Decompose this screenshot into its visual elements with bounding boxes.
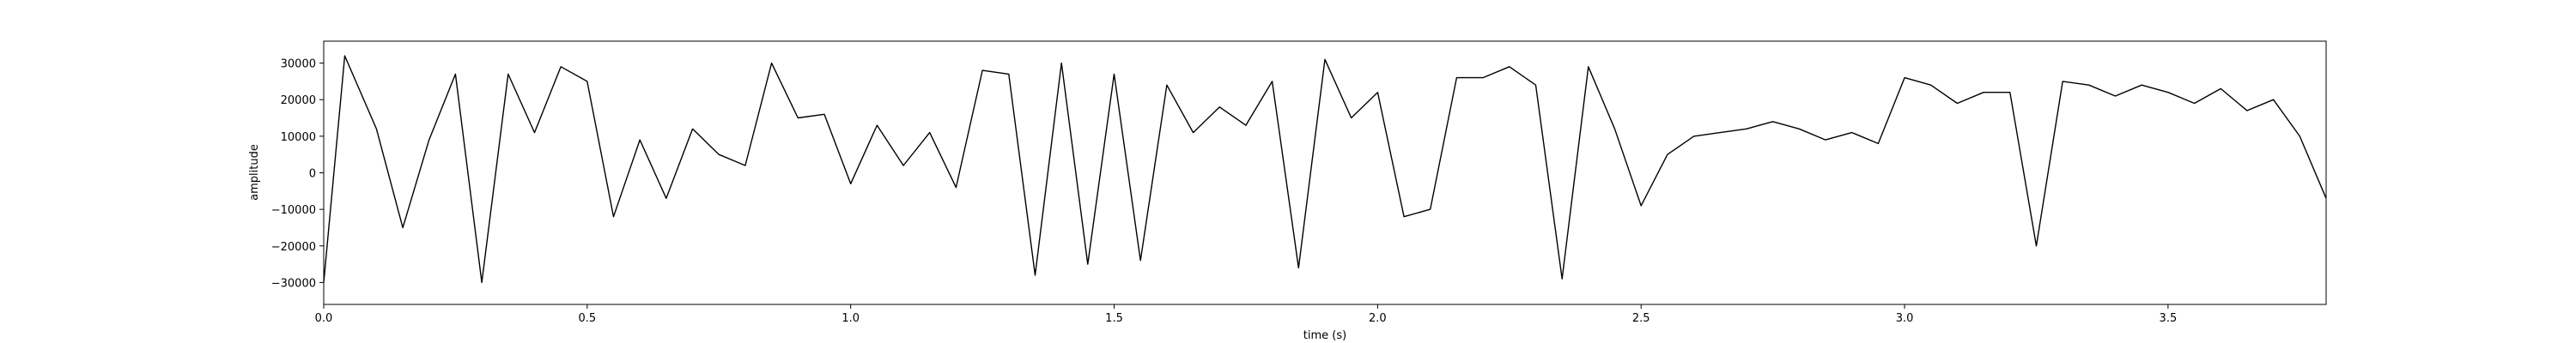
x-tick-label: 2.0 <box>1369 312 1387 325</box>
y-tick-label: 30000 <box>281 58 316 71</box>
x-axis-label: time (s) <box>1303 329 1346 342</box>
y-axis: −30000 −20000 −10000 0 10000 20000 30000 <box>271 58 324 290</box>
x-tick-label: 1.0 <box>841 312 860 325</box>
y-tick-label: 10000 <box>281 131 316 144</box>
x-tick-label: 3.5 <box>2160 312 2178 325</box>
waveform-line <box>323 55 2327 284</box>
y-axis-label: amplitude <box>248 144 261 201</box>
y-tick-label: −10000 <box>271 204 316 217</box>
y-tick-label: −30000 <box>271 277 316 290</box>
series-layer <box>323 55 2327 284</box>
x-tick-label: 0.5 <box>578 312 596 325</box>
x-tick-label: 0.0 <box>315 312 333 325</box>
plot-background <box>324 41 2326 304</box>
y-tick-label: 0 <box>309 168 316 181</box>
x-tick-label: 1.5 <box>1105 312 1123 325</box>
x-tick-label: 3.0 <box>1896 312 1914 325</box>
x-axis: 0.0 0.5 1.0 1.5 2.0 2.5 3.0 3.5 <box>315 304 2178 325</box>
x-tick-label: 2.5 <box>1632 312 1650 325</box>
y-tick-label: 20000 <box>281 94 316 107</box>
y-tick-label: −20000 <box>271 241 316 254</box>
